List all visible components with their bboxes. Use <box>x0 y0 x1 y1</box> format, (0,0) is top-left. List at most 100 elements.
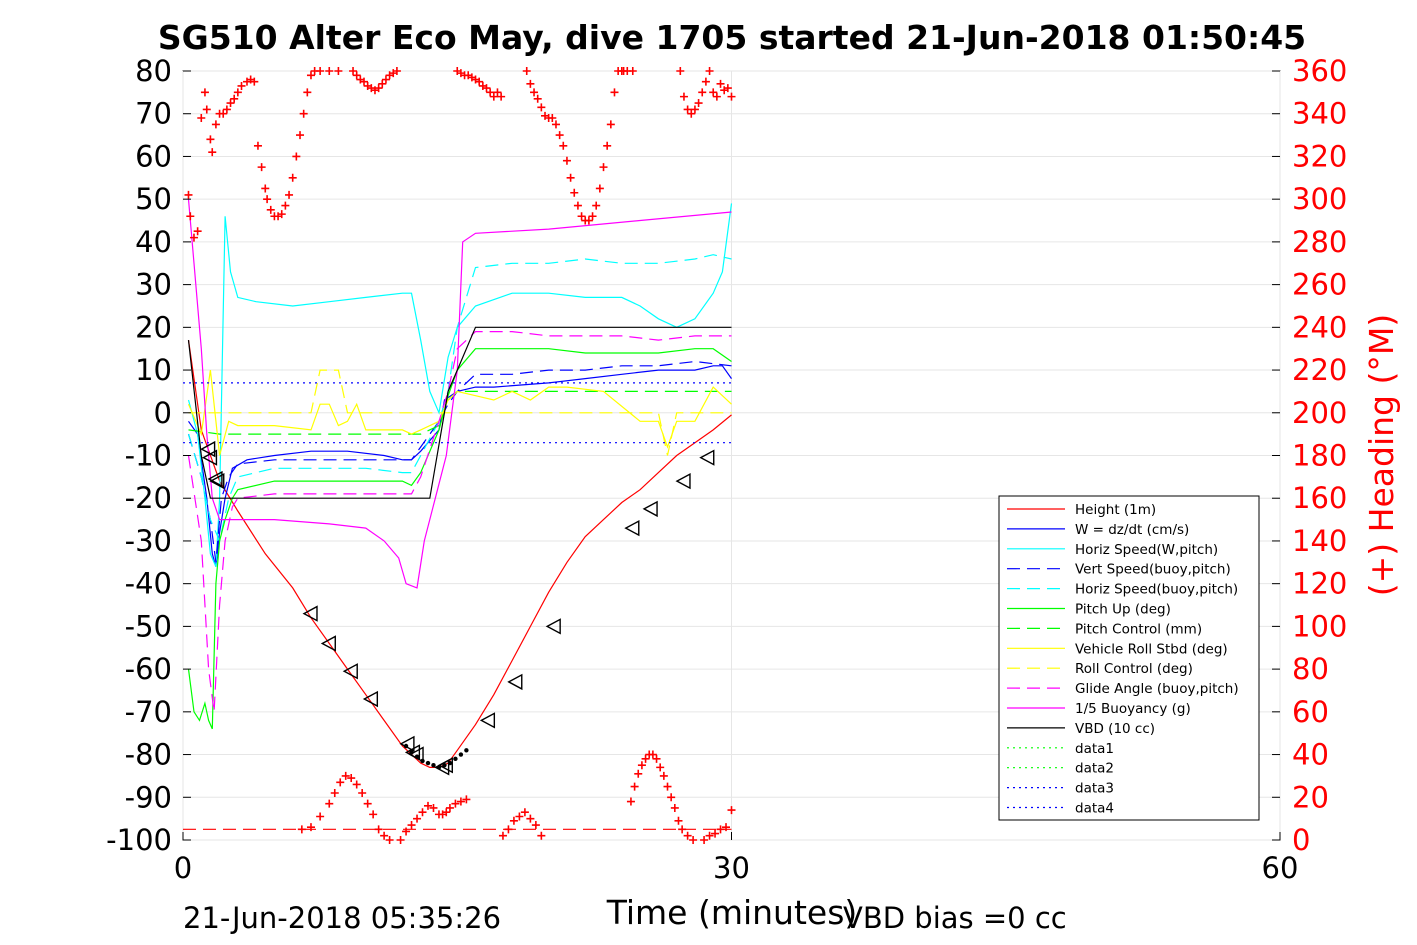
heading-marker <box>530 88 539 97</box>
heading-marker <box>237 81 246 90</box>
heading-marker <box>352 780 361 789</box>
heading-marker <box>277 210 286 219</box>
y-tick-label: -20 <box>125 481 172 515</box>
depth-sample-dot <box>442 763 447 768</box>
x-tick-label: 30 <box>713 851 750 885</box>
heading-marker <box>678 825 687 834</box>
footer-vbd-bias: VBD bias =0 cc <box>843 901 1067 935</box>
heading-marker <box>698 88 707 97</box>
heading-marker <box>299 109 308 118</box>
y-tick-label: -60 <box>125 652 172 686</box>
gc-triangle-marker <box>699 449 715 466</box>
y-tick-label: 40 <box>135 225 172 259</box>
heading-marker <box>599 163 608 172</box>
heading-marker <box>592 201 601 210</box>
heading-marker <box>670 803 679 812</box>
heading-marker <box>330 789 339 798</box>
heading-marker <box>694 99 703 108</box>
heading-marker <box>292 152 301 161</box>
heading-marker <box>709 88 718 97</box>
heading-marker <box>716 79 725 88</box>
heading-marker <box>380 831 389 840</box>
heading-marker <box>687 109 696 118</box>
gc-triangle-marker <box>201 449 218 466</box>
gc-triangle-marker <box>624 519 640 537</box>
heading-marker <box>451 799 460 808</box>
heading-marker <box>285 190 294 199</box>
series-line-7 <box>187 370 732 456</box>
heading-marker <box>705 831 714 840</box>
heading-marker <box>689 836 698 844</box>
heading-marker <box>197 113 206 122</box>
heading-marker <box>263 195 272 204</box>
heading-marker <box>626 797 635 806</box>
legend-entry-12: data1 <box>1075 741 1114 757</box>
x-tick-label: 60 <box>1262 851 1299 885</box>
heading-marker <box>504 825 513 834</box>
heading-marker <box>211 120 220 129</box>
heading-marker <box>402 827 411 836</box>
heading-marker <box>562 156 571 165</box>
gc-triangle-marker <box>545 618 561 635</box>
heading-marker <box>306 823 315 832</box>
heading-marker <box>233 88 242 97</box>
heading-marker <box>385 836 394 844</box>
series-line-3 <box>187 360 732 563</box>
heading-marker <box>316 67 325 75</box>
heading-marker <box>281 201 290 210</box>
legend-entry-14: data3 <box>1075 781 1114 797</box>
heading-marker <box>369 810 378 819</box>
gc-triangle-marker <box>207 470 223 488</box>
heading-marker <box>189 233 198 242</box>
legend-entry-9: Glide Angle (buoy,pitch) <box>1075 681 1239 697</box>
heading-marker <box>200 88 209 97</box>
heading-marker <box>352 71 361 80</box>
series-line-0 <box>187 340 732 769</box>
y2-tick-label: 0 <box>1292 823 1310 857</box>
heading-marker <box>250 77 259 86</box>
heading-marker <box>570 188 579 197</box>
heading-marker <box>716 825 725 834</box>
gc-triangle-marker <box>209 472 225 490</box>
heading-marker <box>230 94 239 103</box>
ticks: 80706050403020100-10-20-30-40-50-60-70-8… <box>106 54 1347 885</box>
heading-marker <box>577 212 586 221</box>
series-line-9 <box>187 331 732 712</box>
heading-marker <box>206 135 215 144</box>
heading-marker <box>667 793 676 802</box>
heading-marker <box>316 812 325 821</box>
heading-marker <box>537 831 546 840</box>
heading-marker <box>548 113 557 122</box>
heading-marker <box>208 148 217 157</box>
series-line-5 <box>187 348 732 730</box>
heading-marker <box>222 105 231 114</box>
heading-marker <box>711 829 720 838</box>
legend-entry-10: 1/5 Buoyancy (g) <box>1075 701 1191 717</box>
y-tick-label: 50 <box>135 182 172 216</box>
legend-entry-11: VBD (10 cc) <box>1075 721 1155 737</box>
heading-marker <box>261 184 270 193</box>
y2-tick-label: 360 <box>1292 54 1347 88</box>
legend-entry-7: Vehicle Roll Stbd (deg) <box>1075 641 1228 657</box>
heading-marker <box>418 808 427 817</box>
heading-marker <box>497 92 506 101</box>
legend-entry-4: Horiz Speed(buoy,pitch) <box>1075 582 1238 598</box>
series-line-8 <box>188 369 732 456</box>
y-tick-label: 10 <box>135 353 172 387</box>
gc-triangle-marker <box>342 663 358 680</box>
heading-marker <box>253 141 262 150</box>
depth-sample-dot <box>458 752 464 757</box>
heading-marker <box>360 77 369 86</box>
heading-marker <box>526 814 535 823</box>
depth-sample-dot <box>453 756 458 762</box>
heading-marker <box>727 806 736 815</box>
y2-tick-label: 240 <box>1292 310 1347 344</box>
y-tick-label: -100 <box>106 823 172 857</box>
y-tick-label: -70 <box>125 695 172 729</box>
heading-marker <box>584 216 593 225</box>
series-line-11 <box>187 326 732 499</box>
legend-entry-0: Height (1m) <box>1075 502 1156 518</box>
y2-axis-label: (+) Heading (°M) <box>1362 314 1401 596</box>
gc-triangle-marker <box>437 757 453 774</box>
